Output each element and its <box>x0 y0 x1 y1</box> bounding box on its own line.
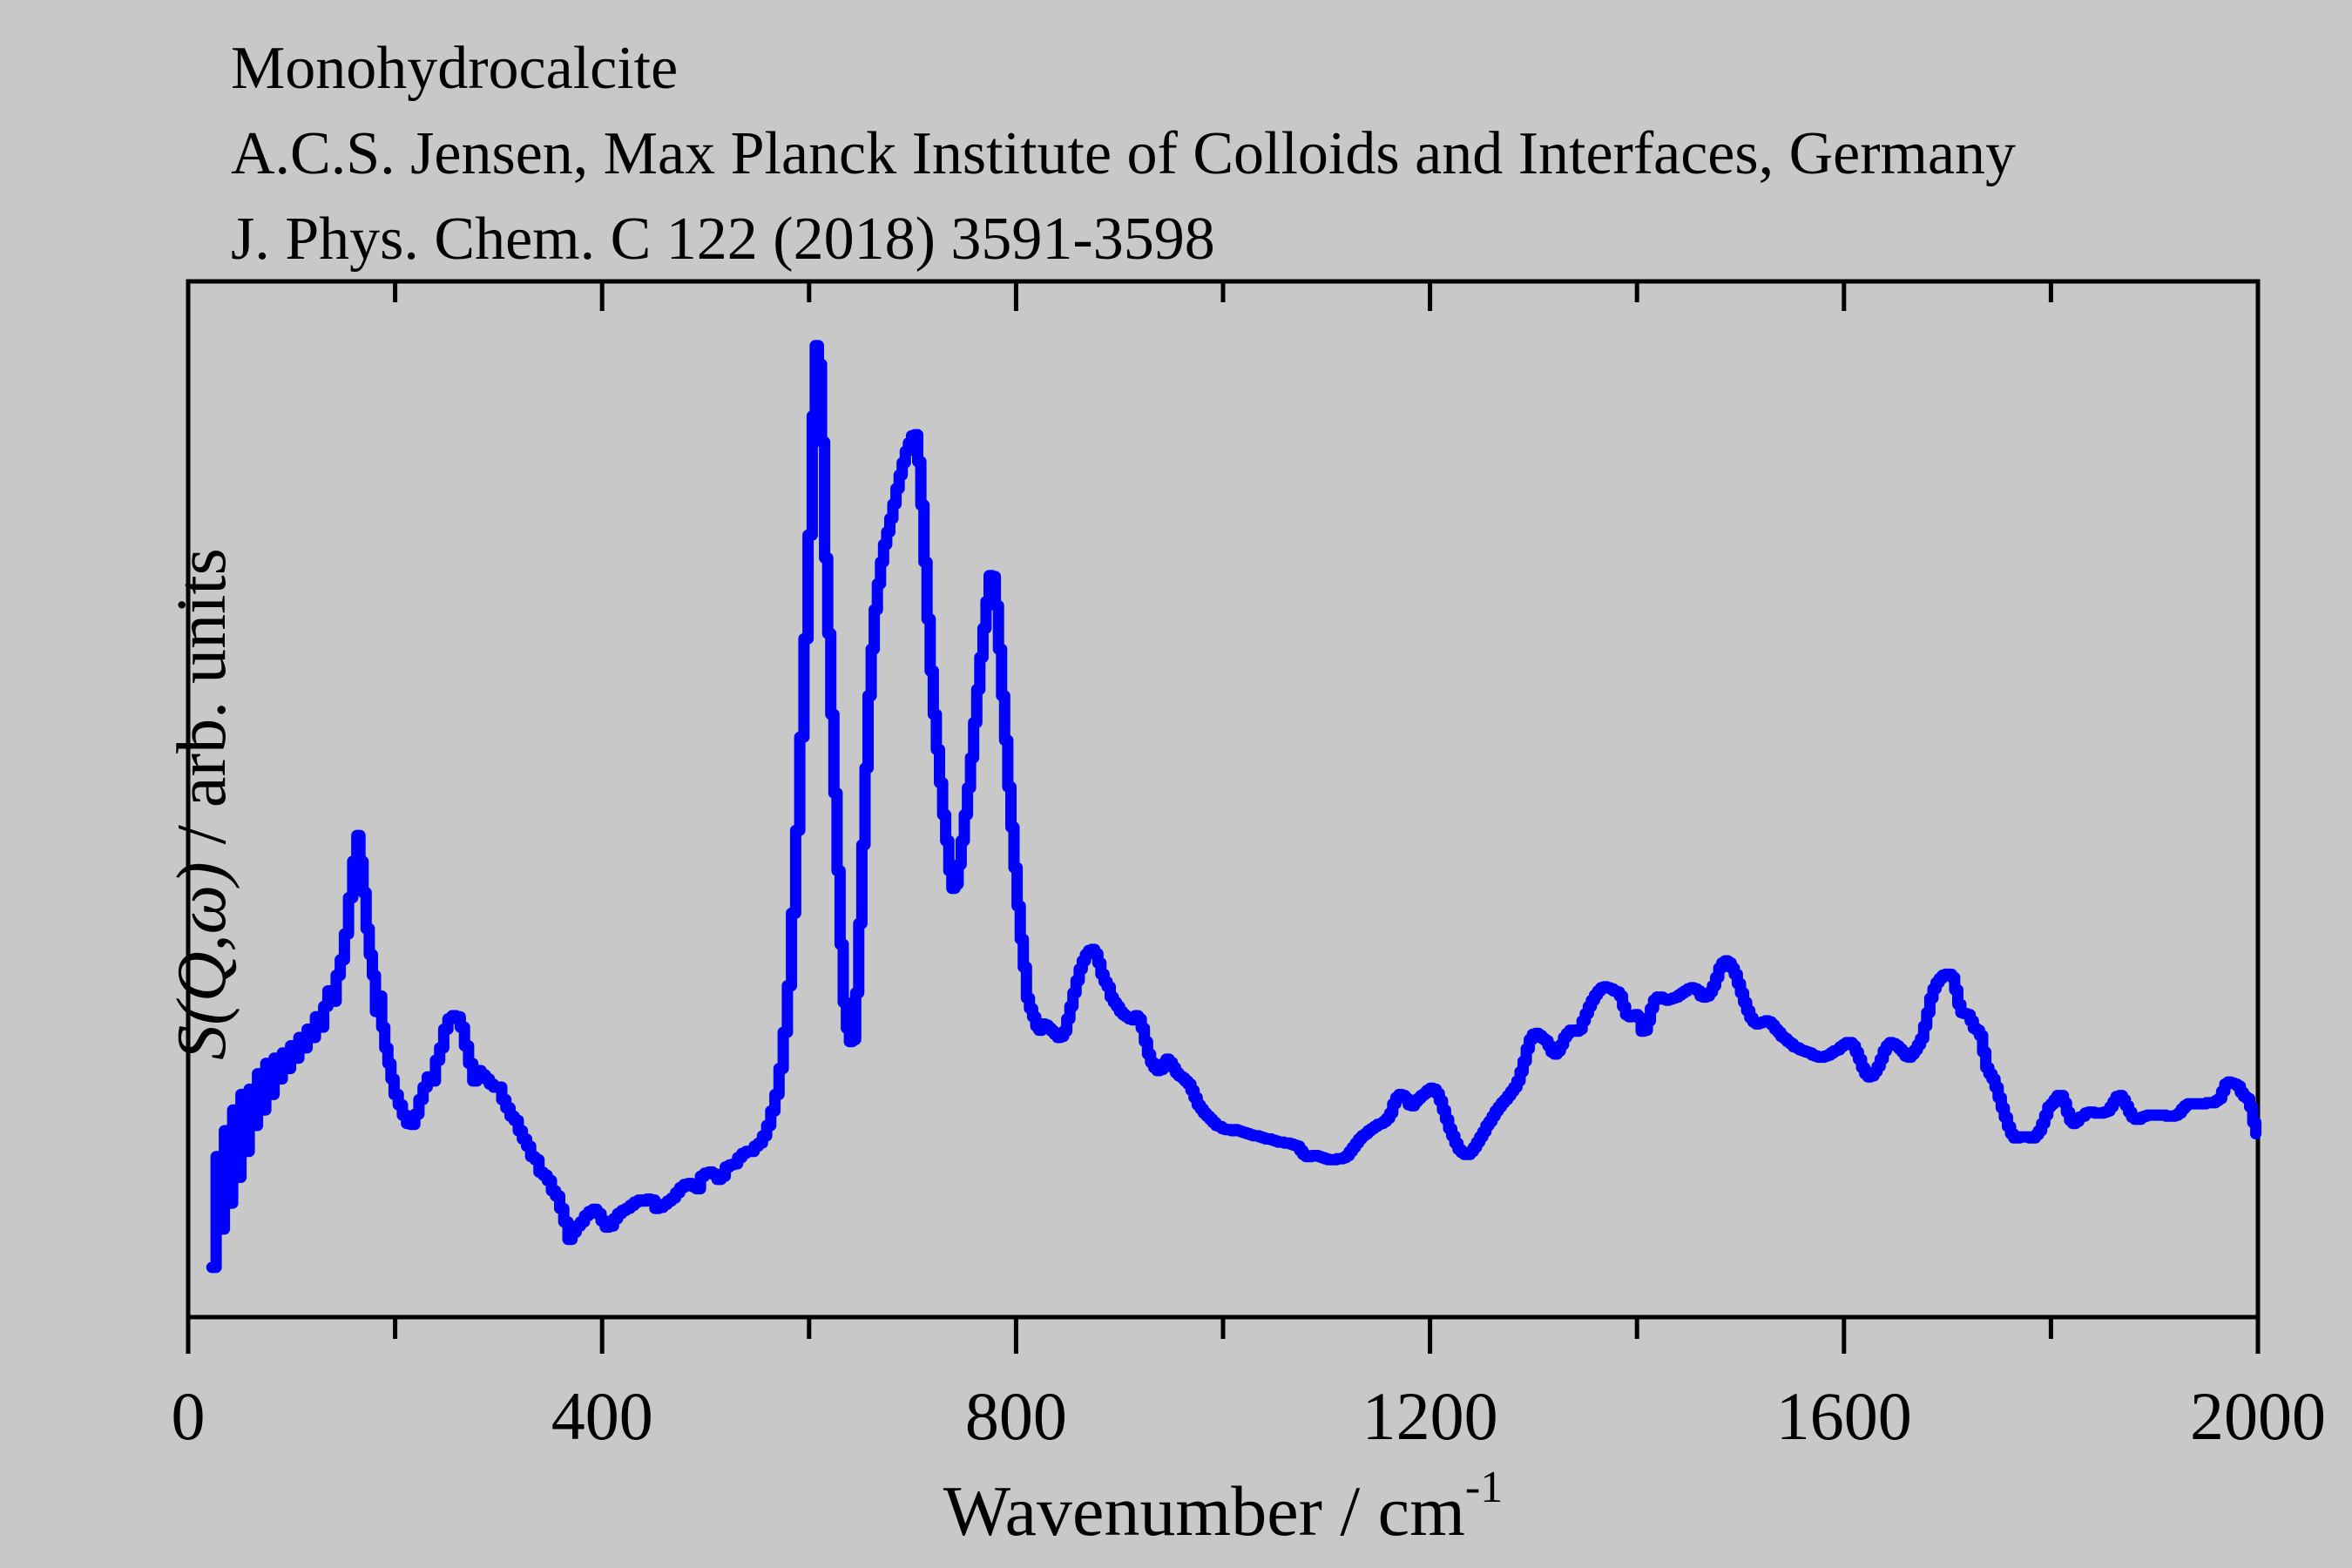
y-axis-label-symbol: S(Q,ω) <box>164 862 240 1060</box>
x-axis-label-superscript: -1 <box>1464 1463 1504 1512</box>
x-tick-label: 2000 <box>2190 1378 2326 1454</box>
figure-credit: A.C.S. Jensen, Max Planck Institute of C… <box>231 120 2017 187</box>
x-tick-label: 1200 <box>1362 1378 1498 1454</box>
x-tick-label: 800 <box>965 1378 1067 1454</box>
figure-reference: J. Phys. Chem. C 122 (2018) 3591-3598 <box>231 206 1215 273</box>
x-axis-label: Wavenumber / cm-1 <box>188 1462 2258 1552</box>
x-tick-label: 400 <box>551 1378 653 1454</box>
x-axis-label-text: Wavenumber / cm <box>943 1471 1465 1551</box>
y-axis-label: S(Q,ω) / arb. units <box>163 368 241 1240</box>
figure-title: Monohydrocalcite <box>231 35 679 102</box>
x-tick-label: 1600 <box>1776 1378 1912 1454</box>
plot-frame <box>186 279 2261 1320</box>
spectrum-line <box>206 340 2262 1274</box>
figure-header: Monohydrocalcite A.C.S. Jensen, Max Plan… <box>231 26 2016 282</box>
x-tick-label: 0 <box>172 1378 206 1454</box>
y-axis-label-units: / arb. units <box>164 548 240 862</box>
